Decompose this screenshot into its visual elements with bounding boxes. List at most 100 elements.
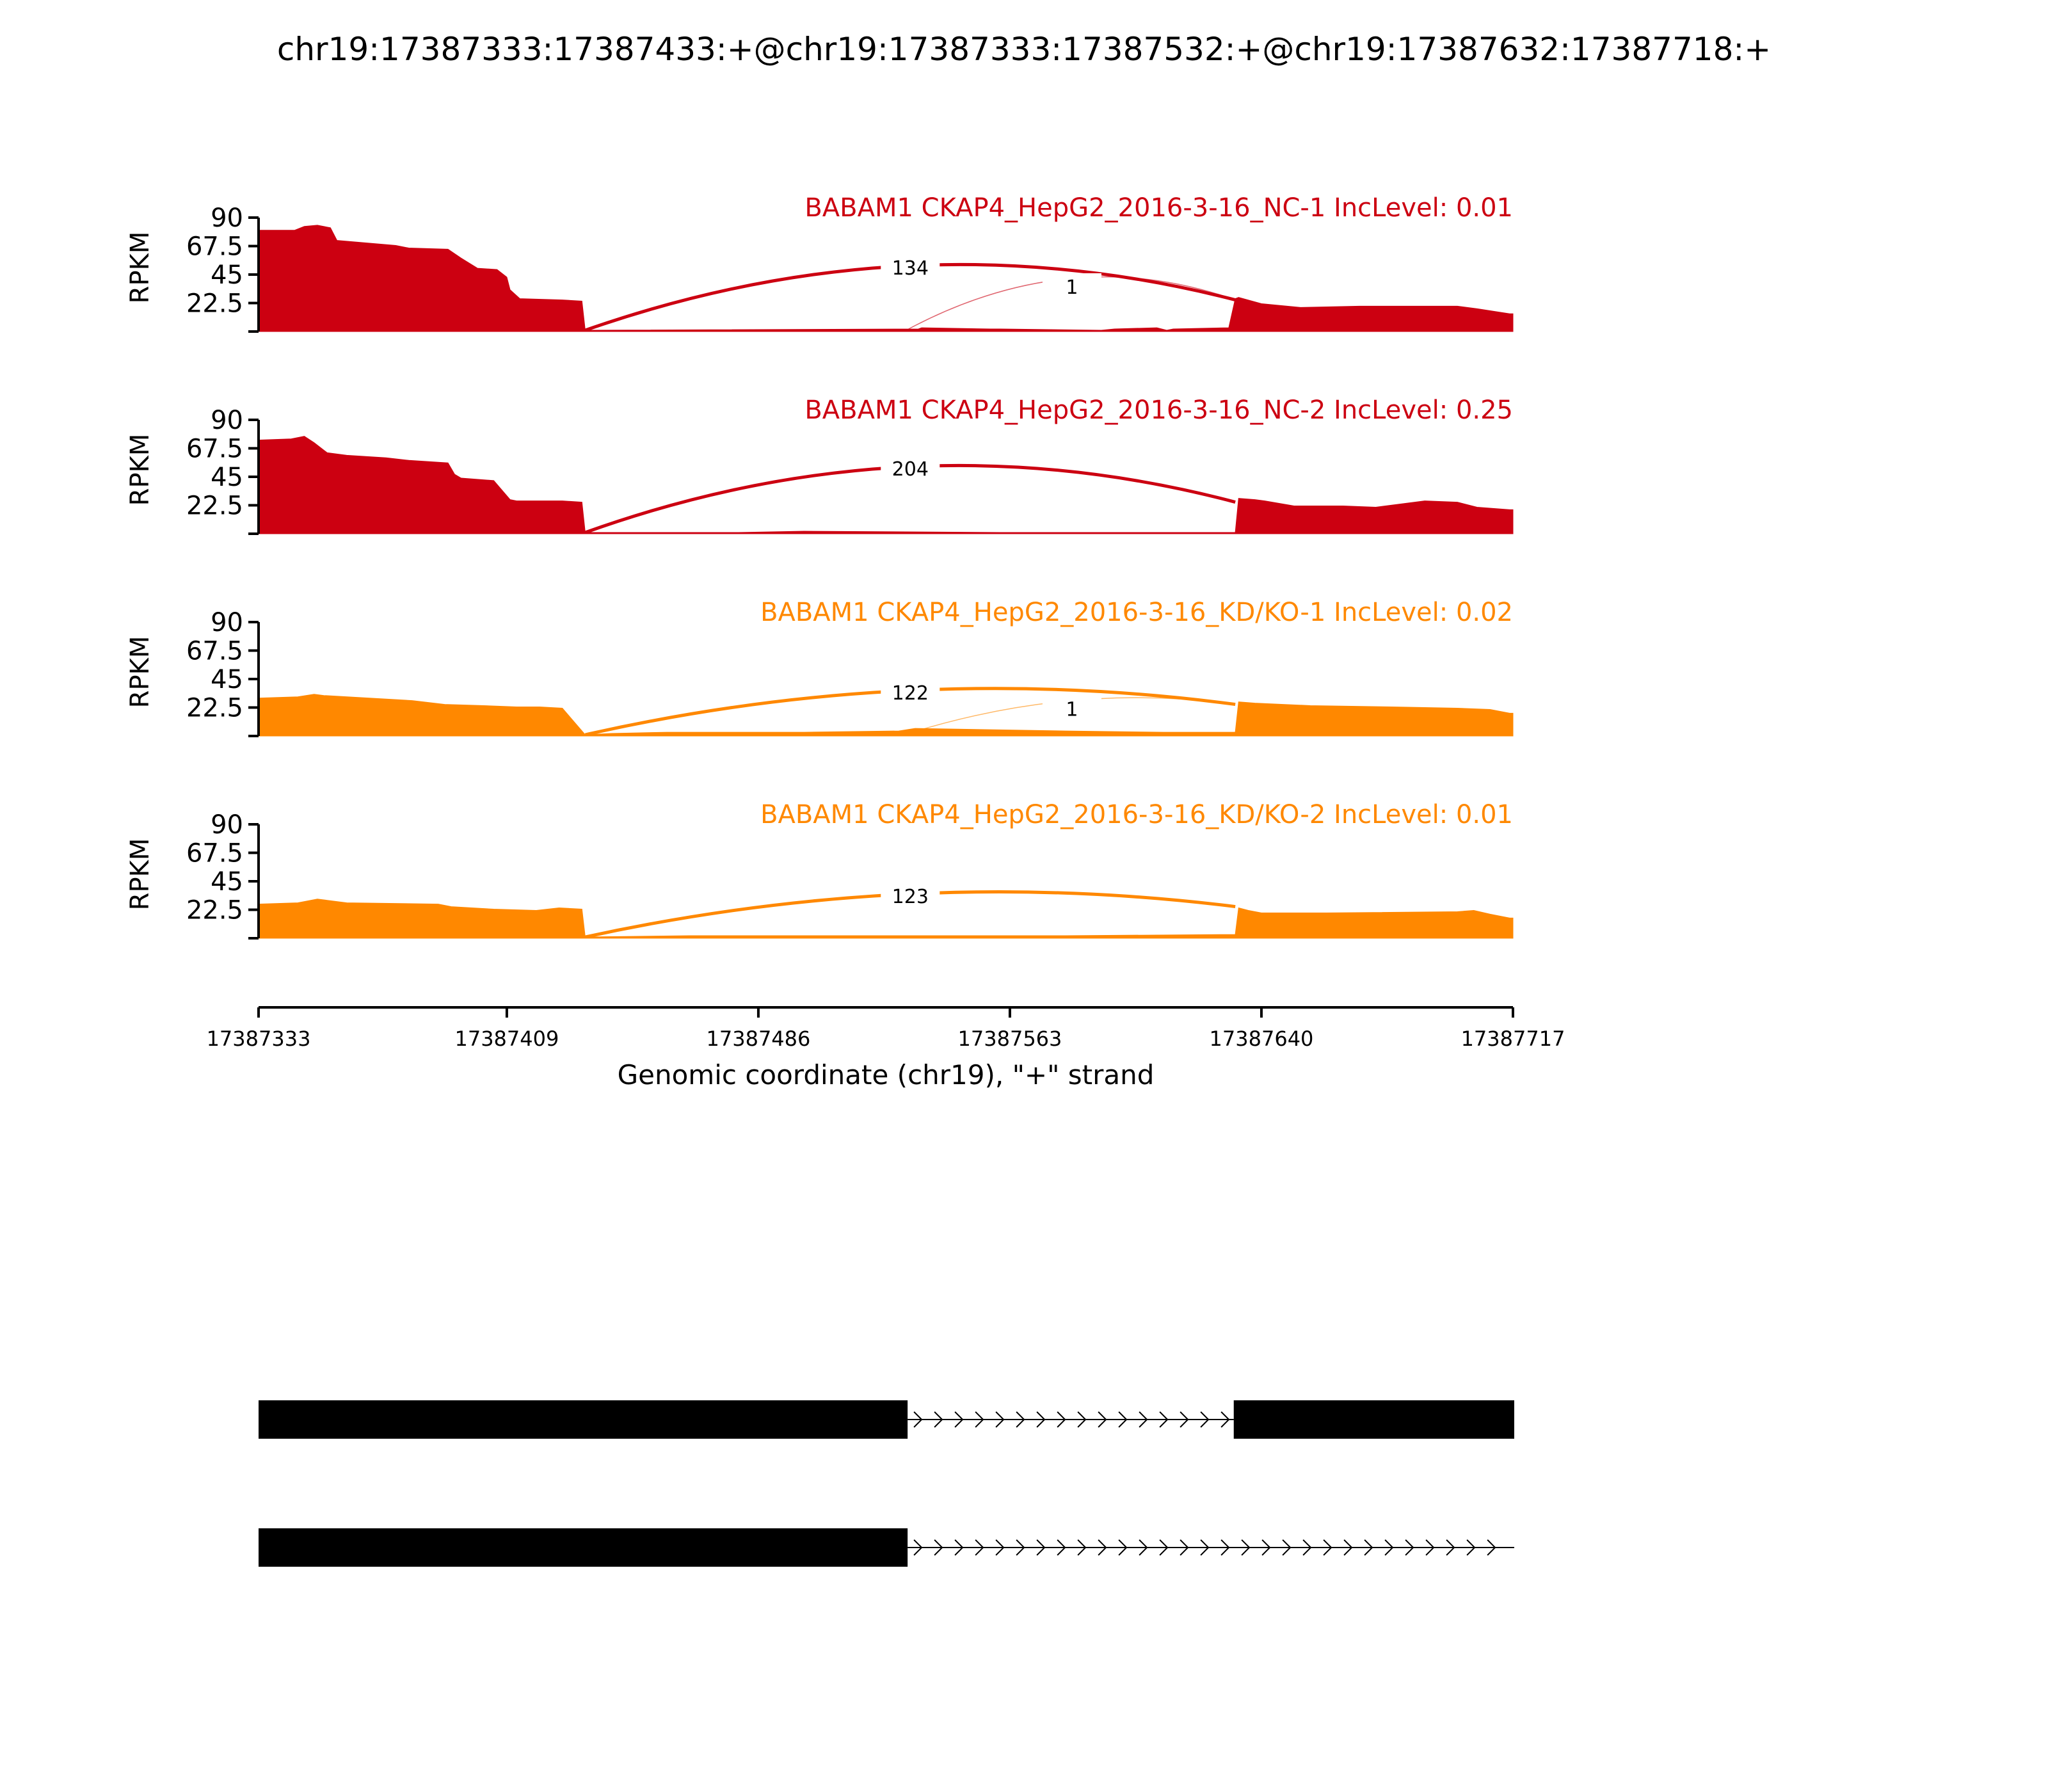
y-tick-label: 90 (211, 810, 243, 840)
junction-label-bg (881, 455, 940, 481)
isoform (259, 1528, 1514, 1567)
y-axis-label: RPKM (125, 636, 155, 708)
y-tick-label: 90 (211, 608, 243, 637)
x-tick-label: 17387333 (207, 1027, 311, 1051)
strand-arrow (934, 1539, 943, 1556)
sample-label: BABAM1 CKAP4_HepG2_2016-3-16_NC-1 IncLev… (804, 193, 1513, 223)
strand-arrow (1282, 1539, 1292, 1556)
y-tick-label: 90 (211, 406, 243, 435)
strand-arrow (1425, 1539, 1435, 1556)
y-tick-label: 22.5 (186, 896, 243, 925)
strand-arrow (1077, 1539, 1087, 1556)
strand-arrow (1139, 1411, 1148, 1428)
x-tick-label: 17387717 (1461, 1027, 1565, 1051)
strand-arrow (1487, 1539, 1496, 1556)
strand-arrow (1098, 1539, 1107, 1556)
junction-count-label: 1 (1066, 276, 1078, 299)
junction-label-bg (1042, 273, 1101, 299)
strand-arrow (1057, 1539, 1066, 1556)
junction-label-bg (881, 254, 940, 280)
y-tick-label: 22.5 (186, 289, 243, 319)
y-tick-label: 22.5 (186, 694, 243, 723)
isoform-track (259, 1400, 1514, 1567)
strand-arrow (1016, 1411, 1025, 1428)
strand-arrow (1220, 1539, 1230, 1556)
strand-arrow (1159, 1411, 1169, 1428)
y-axis-label: RPKM (125, 434, 155, 506)
strand-arrow (1323, 1539, 1332, 1556)
coverage-area (258, 899, 1514, 939)
x-axis: 17387333 17387409 17387486 17387563 17387640… (207, 1006, 1565, 1091)
strand-arrow (1159, 1539, 1169, 1556)
x-axis-label: Genomic coordinate (chr19), "+" strand (618, 1059, 1155, 1091)
strand-arrow (1036, 1539, 1046, 1556)
strand-arrow (1139, 1539, 1148, 1556)
y-tick-label: 67.5 (186, 435, 243, 464)
strand-arrow (1261, 1539, 1271, 1556)
y-tick-label: 22.5 (186, 492, 243, 521)
sample-label: BABAM1 CKAP4_HepG2_2016-3-16_KD/KO-1 Inc… (760, 598, 1513, 627)
y-axis-label: RPKM (125, 838, 155, 911)
junction-label-bg (881, 678, 940, 705)
y-tick-label: 67.5 (186, 637, 243, 666)
y-tick-label: 45 (211, 867, 243, 897)
x-tick-label: 17387486 (707, 1027, 811, 1051)
coverage-area (258, 225, 1514, 332)
coverage-area (258, 436, 1514, 534)
strand-arrow (954, 1411, 964, 1428)
sample-label: BABAM1 CKAP4_HepG2_2016-3-16_KD/KO-2 Inc… (760, 800, 1513, 829)
y-tick-label: 45 (211, 463, 243, 492)
isoform (259, 1400, 1514, 1439)
y-axis-label: RPKM (125, 232, 155, 304)
y-tick-label: 67.5 (186, 839, 243, 868)
exon-block (1233, 1400, 1514, 1439)
x-tick-label: 17387640 (1210, 1027, 1314, 1051)
strand-arrow (954, 1539, 964, 1556)
junction-count-label: 1 (1066, 699, 1078, 721)
strand-arrow (1057, 1411, 1066, 1428)
strand-arrow (1241, 1539, 1251, 1556)
strand-arrow (934, 1411, 943, 1428)
exon-block (259, 1400, 908, 1439)
strand-arrow (995, 1411, 1005, 1428)
y-tick-label: 45 (211, 260, 243, 290)
strand-arrow (1118, 1411, 1128, 1428)
coverage-area (258, 694, 1514, 737)
junction-label-bg (1042, 695, 1101, 721)
junction-count-label: 123 (892, 886, 929, 908)
strand-arrow (1200, 1539, 1210, 1556)
strand-arrow (1343, 1539, 1353, 1556)
figure-title: chr19:17387333:17387433:+@chr19:17387333… (277, 31, 1771, 68)
junction-count-label: 134 (892, 257, 929, 280)
strand-arrow (1180, 1411, 1189, 1428)
exon-block (259, 1528, 908, 1567)
y-tick-label: 67.5 (186, 232, 243, 262)
junction-count-label: 204 (892, 458, 929, 481)
strand-arrow (975, 1539, 984, 1556)
strand-arrow (1036, 1411, 1046, 1428)
y-tick-label: 90 (211, 204, 243, 233)
sample-label: BABAM1 CKAP4_HepG2_2016-3-16_NC-2 IncLev… (804, 396, 1513, 425)
x-tick-label: 17387563 (958, 1027, 1062, 1051)
strand-arrow (1220, 1411, 1230, 1428)
strand-arrow (1098, 1411, 1107, 1428)
strand-arrow (1446, 1539, 1455, 1556)
strand-arrow (1384, 1539, 1394, 1556)
strand-arrow (1466, 1539, 1476, 1556)
strand-arrow (1405, 1539, 1414, 1556)
junction-count-label: 122 (892, 682, 929, 705)
y-tick-label: 45 (211, 665, 243, 694)
strand-arrow (1180, 1539, 1189, 1556)
strand-arrow (975, 1411, 984, 1428)
strand-arrow (1118, 1539, 1128, 1556)
strand-arrow (1302, 1539, 1312, 1556)
strand-arrow (1016, 1539, 1025, 1556)
junction-label-bg (881, 882, 940, 908)
strand-arrow (1364, 1539, 1373, 1556)
